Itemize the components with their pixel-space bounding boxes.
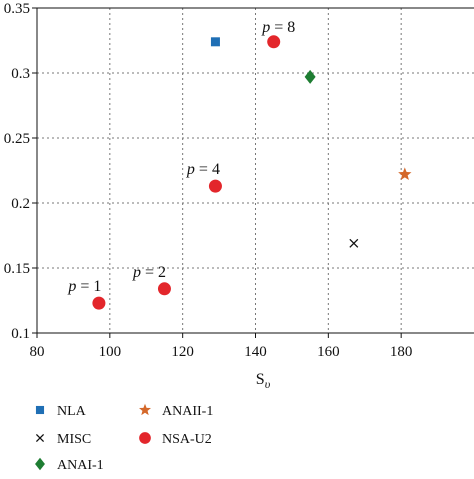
legend-marker-nla [35, 405, 45, 415]
y-tick-label: 0.15 [4, 261, 30, 277]
y-tick-label: 0.35 [4, 1, 30, 17]
x-tick-label: 140 [244, 344, 267, 360]
y-tick-label: 0.3 [11, 66, 30, 82]
legend-label-nsa-u2: NSA-U2 [162, 432, 212, 447]
x-axis-label: Sυ [256, 371, 271, 391]
point-misc [349, 238, 359, 248]
point-nsa-u2 [157, 282, 171, 296]
legend-label-nla: NLA [57, 404, 87, 419]
point-nsa-u2 [267, 35, 281, 49]
x-tick-label: 80 [30, 344, 45, 360]
point-anaii-1 [398, 167, 412, 181]
point-annotation: p = 4 [186, 161, 220, 178]
legend-label-anai-1: ANAI-1 [57, 458, 104, 473]
point-nsa-u2 [92, 296, 106, 310]
point-annotation: p = 2 [132, 264, 166, 281]
legend-marker-anai-1 [35, 457, 45, 471]
y-tick-label: 0.25 [4, 131, 30, 147]
point-nsa-u2 [208, 179, 222, 193]
x-tick-label: 120 [171, 344, 194, 360]
point-anai-1 [304, 69, 316, 84]
x-tick-label: 180 [390, 344, 413, 360]
legend-marker-misc [35, 433, 45, 443]
point-nla [210, 37, 220, 47]
point-annotation: p = 8 [261, 19, 295, 36]
x-tick-label: 160 [317, 344, 340, 360]
x-tick-label: 100 [99, 344, 122, 360]
legend-marker-nsa-u2 [139, 432, 151, 444]
legend-label-anaii-1: ANAII-1 [162, 404, 213, 419]
legend-marker-anaii-1 [139, 403, 151, 416]
y-tick-label: 0.2 [11, 196, 30, 212]
legend-label-misc: MISC [57, 432, 91, 447]
point-annotation: p = 1 [67, 278, 101, 295]
y-tick-label: 0.1 [11, 326, 30, 342]
